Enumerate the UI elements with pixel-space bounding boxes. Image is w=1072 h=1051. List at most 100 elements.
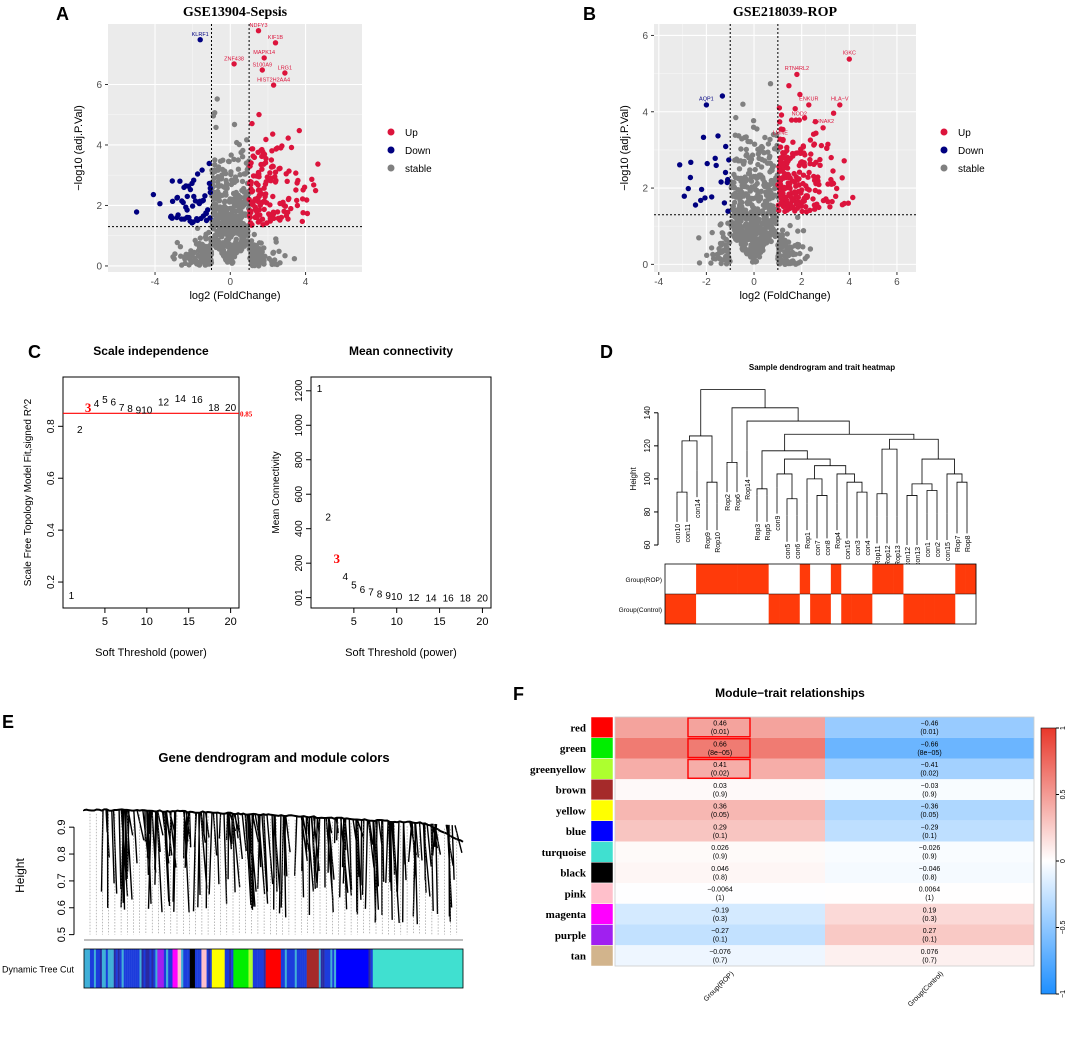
chart-title: Module−trait relationships xyxy=(715,686,865,700)
module-color-stripe xyxy=(183,949,186,988)
heatmap-cell-control xyxy=(825,903,1034,925)
up-point xyxy=(315,161,321,167)
up-point xyxy=(784,165,791,171)
module-color-stripe xyxy=(91,949,95,988)
stable-point xyxy=(191,249,198,256)
stable-point xyxy=(291,256,298,262)
stable-point xyxy=(740,207,747,213)
stable-point xyxy=(757,235,764,241)
correlation-value: 0.0064 xyxy=(919,887,941,894)
stable-point xyxy=(203,260,210,266)
stable-point xyxy=(784,231,790,237)
correlation-value: −0.41 xyxy=(921,762,939,769)
module-color-stripe xyxy=(139,949,142,988)
stable-point xyxy=(785,239,791,245)
up-point xyxy=(799,208,805,215)
module-color-block xyxy=(233,949,249,988)
stable-point xyxy=(755,161,761,168)
trait-cell-control xyxy=(696,594,707,624)
trait-cell-rop xyxy=(706,564,718,594)
up-point xyxy=(778,196,785,202)
legend-label: Up xyxy=(405,128,418,139)
dendrogram-branch xyxy=(876,493,888,517)
up-point xyxy=(810,131,817,137)
up-point xyxy=(830,168,836,174)
stable-point xyxy=(762,203,768,209)
module-color-stripe xyxy=(105,949,108,988)
up-point xyxy=(783,197,790,203)
stable-point xyxy=(751,173,757,180)
y-tick-label: 0.9 xyxy=(56,820,68,835)
correlation-value: 0.27 xyxy=(923,928,937,935)
stable-point xyxy=(242,171,248,177)
correlation-value: −0.29 xyxy=(921,824,939,831)
up-point xyxy=(247,214,253,221)
stable-point xyxy=(225,158,232,164)
stable-point xyxy=(216,246,222,252)
up-point xyxy=(231,61,237,67)
up-point xyxy=(794,71,800,78)
up-point xyxy=(782,208,788,215)
up-point xyxy=(834,185,840,192)
stable-point xyxy=(766,155,772,161)
stable-point xyxy=(747,167,753,173)
trait-cell-control xyxy=(789,594,801,624)
stable-point xyxy=(243,160,250,166)
module-color-stripe xyxy=(85,949,89,988)
sample-label: con6 xyxy=(795,544,802,559)
stable-point xyxy=(802,255,808,262)
module-label: turquoise xyxy=(542,847,587,859)
stable-point xyxy=(758,188,764,194)
stable-point xyxy=(732,157,738,163)
stable-point xyxy=(231,220,237,226)
stable-point xyxy=(749,152,756,158)
stable-point xyxy=(232,224,238,230)
module-label: green xyxy=(560,743,586,755)
stable-point xyxy=(733,232,740,238)
stable-point xyxy=(233,193,239,199)
stable-point xyxy=(195,247,202,254)
up-point xyxy=(811,161,817,167)
up-point xyxy=(270,82,277,88)
up-point xyxy=(269,163,276,169)
y-tick-label: 001 xyxy=(294,589,305,606)
up-point xyxy=(256,192,263,198)
correlation-value: 0.046 xyxy=(711,866,729,873)
correlation-value: −0.026 xyxy=(919,845,941,852)
cutoff-label: 0.85 xyxy=(240,410,253,418)
stable-point xyxy=(258,240,264,246)
stable-point xyxy=(239,204,245,210)
trait-cell-rop xyxy=(716,564,728,594)
up-point xyxy=(296,127,302,134)
stable-point xyxy=(212,232,218,239)
gene-label: NOD2 xyxy=(792,112,807,118)
sample-label: con3 xyxy=(855,540,862,555)
module-color-stripe xyxy=(318,949,321,988)
stable-point xyxy=(751,229,757,235)
p-value: (1) xyxy=(925,895,934,902)
x-tick-label: 4 xyxy=(847,277,853,288)
trait-cell-rop xyxy=(789,564,801,594)
module-color-swatch xyxy=(590,779,614,801)
up-point xyxy=(267,216,273,222)
up-point xyxy=(256,111,262,118)
stable-point xyxy=(731,185,737,191)
stable-point xyxy=(241,230,247,236)
column-label: Group(Control) xyxy=(907,970,945,1008)
module-color-block xyxy=(265,949,282,988)
stable-point xyxy=(737,187,743,193)
point-label: 12 xyxy=(158,398,170,409)
stable-point xyxy=(776,247,782,254)
stable-point xyxy=(249,253,255,259)
stable-point xyxy=(789,260,795,266)
stable-point xyxy=(225,230,231,236)
trait-cell-control xyxy=(861,594,873,624)
trait-cell-rop xyxy=(924,564,935,594)
stable-point xyxy=(738,193,745,200)
y-tick-label: 120 xyxy=(643,439,652,453)
up-point xyxy=(797,91,803,98)
trait-cell-control xyxy=(841,594,852,624)
stable-point xyxy=(273,239,279,245)
heatmap-cell-control xyxy=(825,737,1034,759)
